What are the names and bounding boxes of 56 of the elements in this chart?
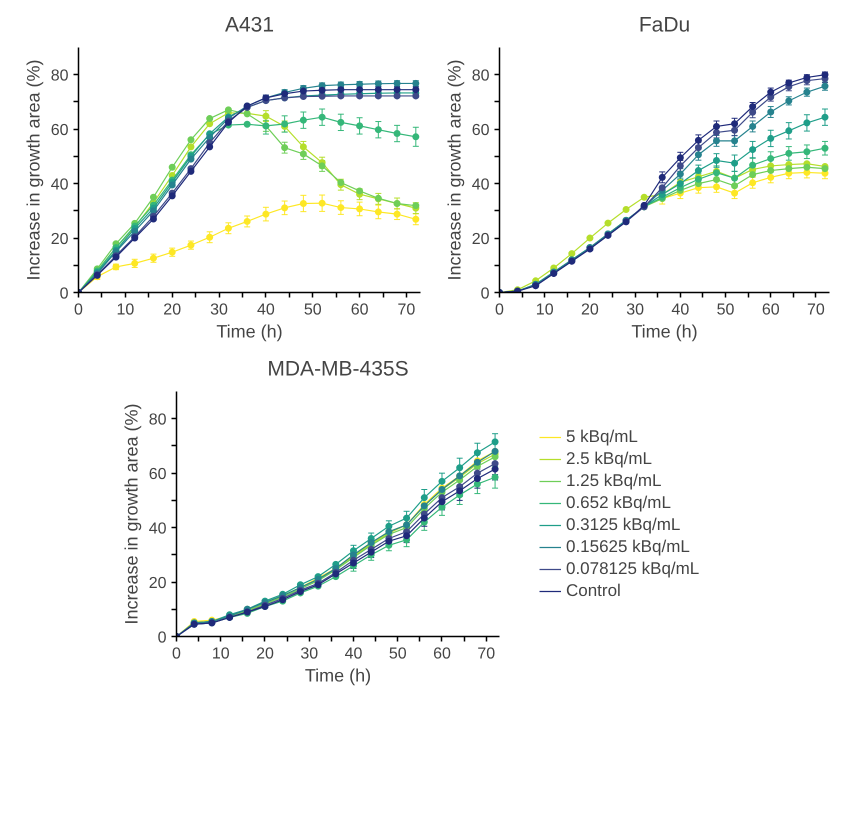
x-tick-label: 30 xyxy=(300,646,318,662)
legend-label: 0.652 kBq/mL xyxy=(566,492,671,512)
y-tick-label: 60 xyxy=(472,122,490,140)
y-tick-label: 0 xyxy=(480,286,490,302)
x-tick-label: 40 xyxy=(344,646,362,662)
y-tick-label: 80 xyxy=(472,68,490,85)
y-tick-label: 80 xyxy=(148,412,167,429)
x-tick-label: 50 xyxy=(716,302,735,318)
legend-label: 0.078125 kBq/mL xyxy=(566,558,700,578)
x-tick-label: 50 xyxy=(304,302,322,318)
x-tick-label: 10 xyxy=(536,302,554,318)
y-axis-title: Increase in growth area (%) xyxy=(24,59,44,281)
x-tick-label: 20 xyxy=(581,302,599,318)
y-tick-label: 0 xyxy=(60,286,69,302)
y-tick-label: 20 xyxy=(148,575,167,592)
y-tick-label: 60 xyxy=(50,122,69,140)
x-tick-label: 60 xyxy=(762,302,780,318)
x-tick-label: 60 xyxy=(433,646,451,662)
y-tick-label: 0 xyxy=(158,630,167,646)
legend-label: 2.5 kBq/mL xyxy=(566,448,652,468)
x-tick-label: 70 xyxy=(477,646,496,662)
y-tick-label: 60 xyxy=(148,466,167,484)
legend-label: Control xyxy=(566,580,621,600)
legend-label: 0.15625 kBq/mL xyxy=(566,536,690,556)
legend-label: 1.25 kBq/mL xyxy=(566,470,662,490)
x-tick-label: 20 xyxy=(163,302,182,318)
x-tick-label: 40 xyxy=(257,302,275,318)
x-tick-label: 50 xyxy=(388,646,407,662)
chart-title: A431 xyxy=(224,14,274,36)
chart-title: MDA-MB-435S xyxy=(267,358,409,380)
x-axis-title: Time (h) xyxy=(631,322,698,342)
x-axis-title: Time (h) xyxy=(216,322,283,342)
x-tick-label: 0 xyxy=(495,302,504,318)
x-tick-label: 0 xyxy=(74,302,84,318)
legend-label: 5 kBq/mL xyxy=(566,426,638,446)
x-tick-label: 20 xyxy=(256,646,274,662)
y-tick-label: 20 xyxy=(472,231,490,248)
x-tick-label: 0 xyxy=(172,646,182,662)
x-tick-label: 60 xyxy=(350,302,369,318)
y-tick-label: 40 xyxy=(472,176,490,194)
y-tick-label: 40 xyxy=(50,176,69,194)
y-tick-label: 40 xyxy=(148,520,167,538)
y-tick-label: 20 xyxy=(50,231,69,248)
x-tick-label: 10 xyxy=(212,646,230,662)
chart-title: FaDu xyxy=(638,14,690,36)
y-tick-label: 80 xyxy=(50,68,69,85)
x-tick-label: 40 xyxy=(671,302,690,318)
x-tick-label: 70 xyxy=(807,302,825,318)
x-axis-title: Time (h) xyxy=(304,666,372,686)
x-tick-label: 10 xyxy=(116,302,134,318)
x-tick-label: 30 xyxy=(210,302,228,318)
legend-label: 0.3125 kBq/mL xyxy=(566,514,680,534)
y-axis-title: Increase in growth area (%) xyxy=(122,403,142,625)
x-tick-label: 30 xyxy=(626,302,644,318)
x-tick-label: 70 xyxy=(398,302,416,318)
y-axis-title: Increase in growth area (%) xyxy=(444,59,465,281)
